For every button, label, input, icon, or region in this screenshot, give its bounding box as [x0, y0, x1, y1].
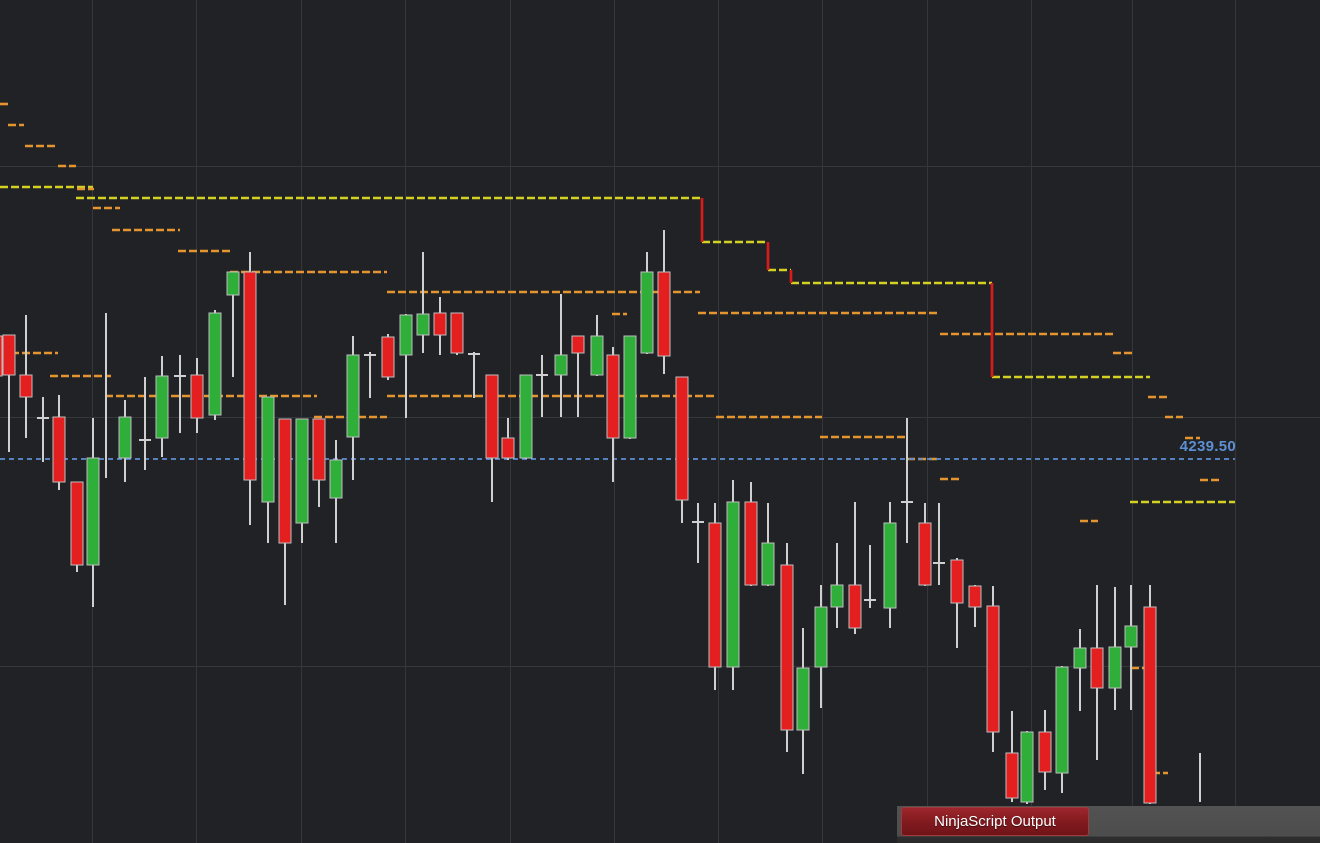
down-candle-body [708, 522, 722, 668]
down-candle-body [1038, 731, 1052, 773]
down-candle-body [190, 374, 204, 419]
down-candle-body [848, 584, 862, 629]
up-candle-body [155, 375, 169, 439]
up-candle-body [640, 271, 654, 354]
up-candle-body [295, 418, 309, 524]
down-candle-body [1005, 752, 1019, 799]
down-candle-body [675, 376, 689, 501]
up-candle-body [399, 314, 413, 356]
price-axis-label: 4239.50 [1179, 438, 1236, 455]
up-candle-body [814, 606, 828, 668]
down-candle-body [968, 585, 982, 608]
down-candle-body [2, 334, 16, 376]
down-candle-body [19, 374, 33, 398]
up-candle-body [261, 396, 275, 503]
down-candle-body [950, 559, 964, 604]
down-candle-body [1143, 606, 1157, 804]
down-candle-body [450, 312, 464, 354]
down-candle-body [243, 271, 257, 481]
down-candle-body [52, 416, 66, 483]
up-candle-body [761, 542, 775, 586]
ninjascript-output-label: NinjaScript Output [934, 813, 1056, 830]
up-candle-body [1124, 625, 1138, 648]
up-candle-body [590, 335, 604, 376]
down-candle-body [485, 374, 499, 459]
down-candle-body [780, 564, 794, 731]
up-candle-body [1108, 646, 1122, 689]
up-candle-body [883, 522, 897, 609]
down-candle-body [381, 336, 395, 378]
down-candle-body [918, 522, 932, 586]
up-candle-body [208, 312, 222, 416]
up-candle-body [86, 457, 100, 566]
up-candle-body [329, 459, 343, 499]
down-candle-body [744, 501, 758, 586]
down-candle-body [70, 481, 84, 566]
down-candle-body [986, 605, 1000, 733]
down-candle-body [278, 418, 292, 544]
up-candle-body [1055, 666, 1069, 774]
down-candle-body [433, 312, 447, 336]
down-candle-body [0, 335, 3, 377]
up-candle-body [796, 667, 810, 731]
down-candle-body [501, 437, 515, 459]
up-candle-body [726, 501, 740, 668]
down-candle-body [657, 271, 671, 357]
up-candle-body [416, 313, 430, 336]
up-candle-body [830, 584, 844, 608]
down-candle-body [606, 354, 620, 439]
up-candle-body [1020, 731, 1034, 803]
up-candle-body [1073, 647, 1087, 669]
up-candle-body [118, 416, 132, 459]
up-candle-body [623, 335, 637, 439]
up-candle-body [346, 354, 360, 438]
up-candle-body [554, 354, 568, 376]
up-candle-body [519, 374, 533, 459]
output-window-titlebar[interactable]: NinjaScript Output [897, 806, 1320, 843]
down-candle-body [312, 418, 326, 481]
ninjascript-output-button[interactable]: NinjaScript Output [901, 807, 1089, 836]
down-candle-body [571, 335, 585, 354]
up-candle-body [226, 271, 240, 296]
down-candle-body [1090, 647, 1104, 689]
